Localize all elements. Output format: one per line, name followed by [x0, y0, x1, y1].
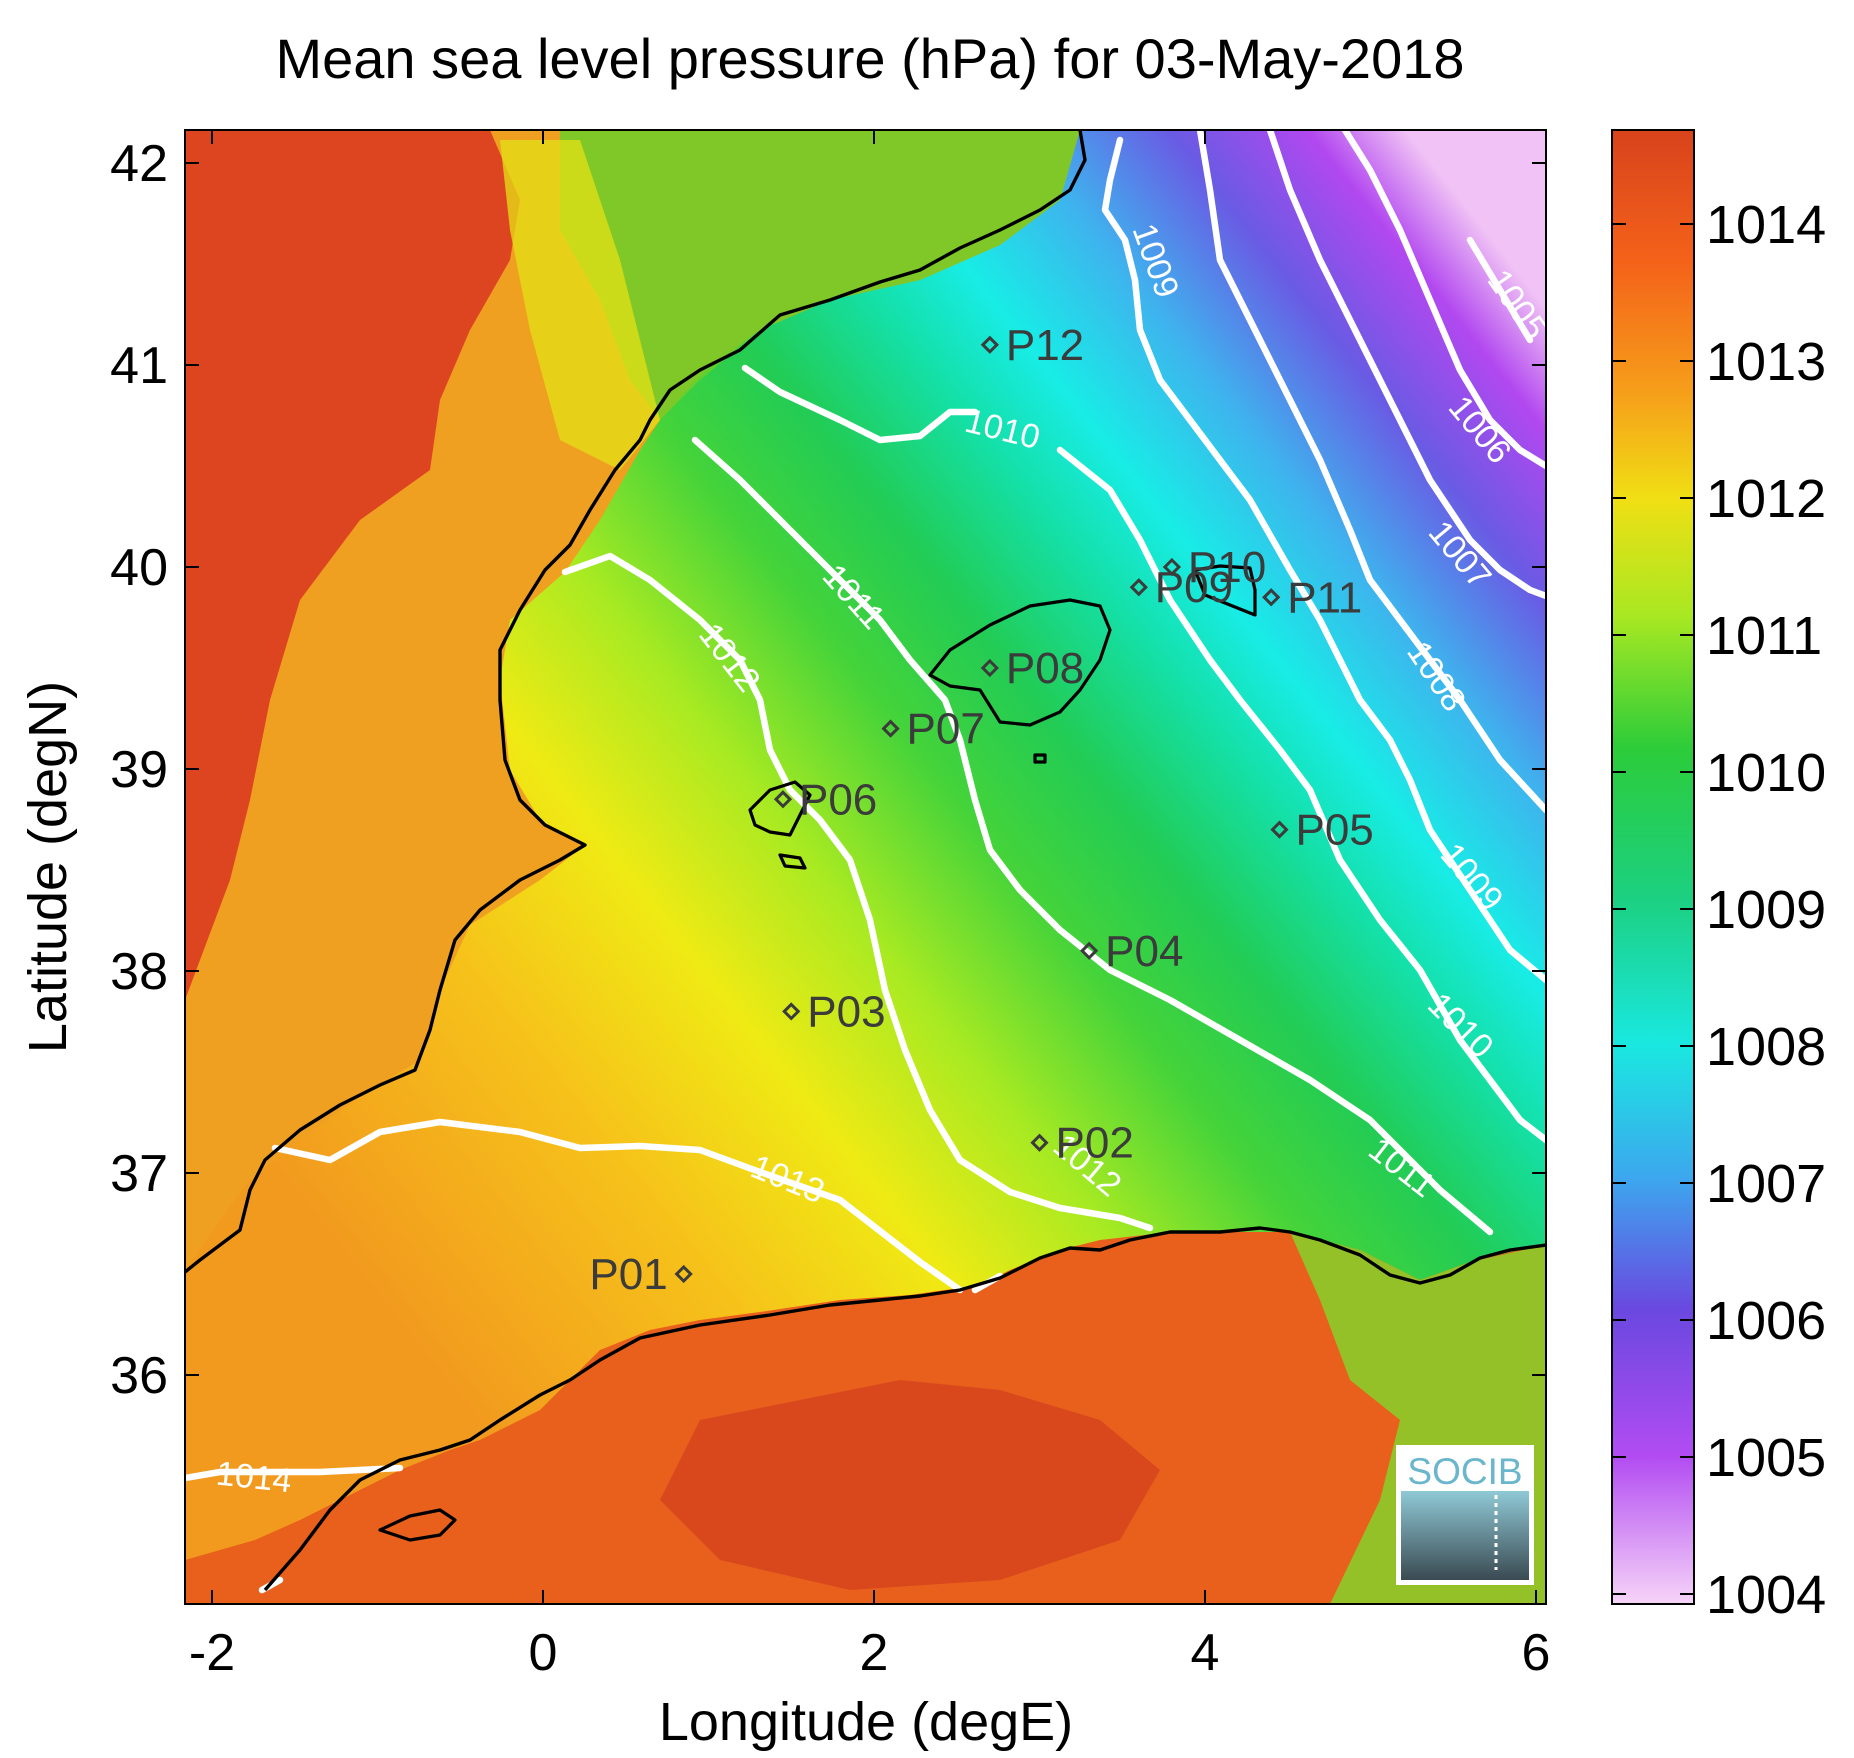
socib-logo: SOCIB — [1396, 1445, 1534, 1585]
isobar-1011 — [691, 436, 1494, 1236]
x-tick-label: 6 — [1522, 1624, 1551, 1682]
station-label: P06 — [799, 775, 877, 824]
isobar-1005 — [1466, 236, 1534, 344]
isobar-1006 — [1341, 130, 1546, 470]
ebro-valley-yellow — [500, 140, 660, 470]
station-marker — [1262, 588, 1281, 607]
contour-label-1014: 1014 — [214, 1455, 293, 1501]
cabrera-coastline — [1033, 753, 1047, 764]
isobar-1007 — [1266, 130, 1546, 600]
alboran-island-coast — [378, 1508, 457, 1542]
africa-highlands-red — [660, 1380, 1160, 1590]
y-tick-label: 36 — [110, 1347, 168, 1405]
station-label: P11 — [1287, 573, 1362, 622]
colorbar-tick-label: 1010 — [1706, 743, 1826, 803]
y-axis-label: Latitude (degN) — [18, 681, 78, 1053]
isobar-1013 — [271, 1118, 964, 1294]
socib-logo-text: SOCIB — [1407, 1451, 1522, 1492]
mallorca-coastline — [928, 598, 1112, 727]
iberia-interior-red — [185, 130, 520, 1000]
station-marker — [1162, 557, 1182, 577]
colorbar-tick-label: 1014 — [1706, 195, 1826, 255]
station-label: P07 — [907, 705, 985, 754]
isobar-1014 — [185, 1464, 404, 1482]
station-marker — [782, 1002, 801, 1021]
station-marker — [980, 658, 999, 678]
y-tick-label: 37 — [110, 1145, 168, 1203]
colorbar-tick-label: 1005 — [1706, 1428, 1826, 1488]
station-label: P12 — [1006, 321, 1084, 370]
north-africa-coastline — [263, 1226, 1546, 1592]
station-marker — [881, 719, 900, 738]
y-tick-label: 40 — [110, 539, 168, 597]
y-tick-label: 38 — [110, 943, 168, 1001]
plot-area: 1014 1013 1012 1011 1010 1009 1008 1007 … — [185, 130, 1546, 1604]
station-label: P10 — [1188, 543, 1266, 592]
colorbar-tick-label: 1006 — [1706, 1291, 1826, 1351]
colorbar-gradient — [1611, 129, 1695, 1605]
station-marker — [1030, 1133, 1049, 1152]
station-label: P02 — [1056, 1119, 1134, 1168]
station-label: P03 — [807, 987, 885, 1036]
station-label: P01 — [589, 1250, 667, 1299]
colorbar-tick-label: 1009 — [1706, 880, 1826, 940]
isobar-1010-west — [741, 364, 979, 444]
formentera-coastline — [778, 853, 807, 870]
x-tick-label: 2 — [860, 1624, 889, 1682]
menorca-coastline — [1193, 564, 1257, 617]
iberia-coastline — [185, 130, 1087, 1274]
station-label: P04 — [1105, 927, 1183, 976]
ebro-valley-green — [560, 130, 1080, 420]
station-marker — [1129, 578, 1148, 597]
x-tick-label: 0 — [529, 1624, 558, 1682]
isobar-1009 — [1101, 136, 1546, 984]
map-title: Mean sea level pressure (hPa) for 03-May… — [275, 27, 1464, 90]
x-axis: -2 0 2 4 6 — [189, 130, 1551, 1682]
colorbar-tick-label: 1007 — [1706, 1154, 1826, 1214]
station-marker — [1080, 941, 1099, 960]
colorbar-tick-label: 1008 — [1706, 1017, 1826, 1077]
ibiza-coastline — [748, 780, 812, 837]
x-tick-label: -2 — [189, 1624, 235, 1682]
colorbar-tick-label: 1013 — [1706, 332, 1826, 392]
colorbar: 1014 1013 1012 1011 1010 1009 1008 1007 … — [1611, 129, 1826, 1625]
y-tick-label: 42 — [110, 135, 168, 193]
colorbar-tick-label: 1011 — [1706, 606, 1822, 666]
isobar-1010-east — [1056, 446, 1546, 1144]
station-label: P08 — [1006, 644, 1084, 693]
station-label: P05 — [1295, 806, 1373, 855]
x-axis-label: Longitude (degE) — [659, 1692, 1073, 1752]
isobar-1012 — [561, 552, 1154, 1232]
isobar-1008 — [1196, 130, 1546, 814]
station-marker — [773, 790, 793, 809]
y-tick-label: 39 — [110, 741, 168, 799]
station-marker — [980, 335, 999, 354]
station-marker — [674, 1264, 693, 1284]
plot-frame — [184, 129, 1547, 1605]
station-marker — [1270, 820, 1289, 839]
y-tick-label: 41 — [110, 337, 168, 395]
x-tick-label: 4 — [1191, 1624, 1220, 1682]
colorbar-tick-label: 1012 — [1706, 469, 1826, 529]
colorbar-tick-label: 1004 — [1706, 1565, 1826, 1625]
y-axis: 42 41 40 39 38 37 36 — [110, 135, 1546, 1405]
